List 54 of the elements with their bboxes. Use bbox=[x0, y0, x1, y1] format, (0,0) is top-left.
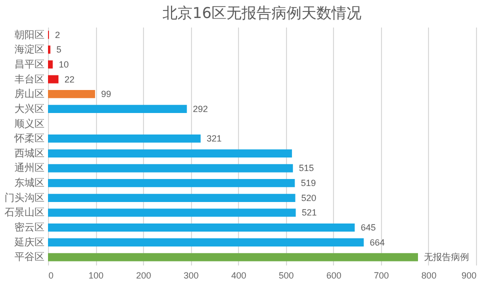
x-tick-label: 300 bbox=[184, 270, 199, 280]
bar bbox=[48, 164, 293, 172]
data-label: 22 bbox=[64, 74, 74, 84]
y-tick-label: 通州区 bbox=[14, 162, 44, 174]
data-label: 520 bbox=[301, 192, 316, 203]
data-label: 5 bbox=[56, 44, 62, 55]
bar bbox=[48, 90, 96, 98]
data-label: 99 bbox=[101, 89, 112, 100]
y-tick-label: 平谷区 bbox=[14, 251, 44, 264]
bar bbox=[48, 178, 295, 188]
bar bbox=[48, 208, 296, 217]
data-label: 10 bbox=[58, 59, 69, 70]
y-tick-label: 门头沟区 bbox=[4, 192, 44, 204]
data-label: 515 bbox=[298, 163, 314, 174]
y-tick-label: 东城区 bbox=[14, 177, 44, 190]
x-tick-label: 700 bbox=[374, 270, 389, 280]
x-tick-label: 100 bbox=[88, 270, 104, 280]
data-label: 521 bbox=[302, 208, 317, 218]
y-tick-label: 大兴区 bbox=[14, 102, 44, 115]
bar bbox=[48, 253, 418, 262]
bar bbox=[48, 223, 355, 232]
bar bbox=[48, 104, 187, 114]
chart-title: 北京16区无报告病例天数情况 bbox=[162, 4, 362, 22]
y-tick-label: 丰台区 bbox=[14, 73, 44, 86]
x-tick-label: 800 bbox=[421, 270, 436, 280]
bar bbox=[48, 238, 364, 246]
x-tick-label: 500 bbox=[278, 270, 294, 280]
y-tick-label: 房山区 bbox=[14, 88, 44, 100]
y-tick-label: 石景山区 bbox=[4, 206, 44, 219]
y-tick-label: 密云区 bbox=[14, 222, 44, 234]
data-label: 321 bbox=[206, 134, 222, 144]
bar bbox=[48, 75, 58, 84]
data-label: 664 bbox=[370, 237, 385, 248]
bar bbox=[48, 194, 296, 202]
y-tick-label: 怀柔区 bbox=[14, 132, 44, 145]
x-tick-label: 600 bbox=[326, 270, 342, 280]
data-label: 519 bbox=[300, 178, 316, 188]
data-label: 无报告病例 bbox=[424, 252, 469, 262]
x-tick-label: 0 bbox=[48, 270, 54, 280]
x-tick-label: 200 bbox=[136, 270, 152, 280]
bar bbox=[48, 60, 53, 69]
y-tick-label: 海淀区 bbox=[14, 44, 44, 56]
data-label: 292 bbox=[192, 104, 208, 114]
bar bbox=[48, 149, 292, 158]
y-tick-label: 延庆区 bbox=[14, 236, 44, 248]
y-tick-label: 昌平区 bbox=[14, 59, 44, 70]
data-label: 2 bbox=[54, 30, 60, 40]
x-tick-label: 400 bbox=[231, 270, 246, 280]
data-label: 645 bbox=[360, 222, 376, 233]
y-tick-label: 顺义区 bbox=[14, 118, 44, 130]
y-tick-label: 朝阳区 bbox=[14, 28, 44, 41]
x-tick-label: 900 bbox=[461, 270, 476, 280]
bar bbox=[48, 134, 201, 143]
y-tick-label: 西城区 bbox=[14, 147, 44, 160]
